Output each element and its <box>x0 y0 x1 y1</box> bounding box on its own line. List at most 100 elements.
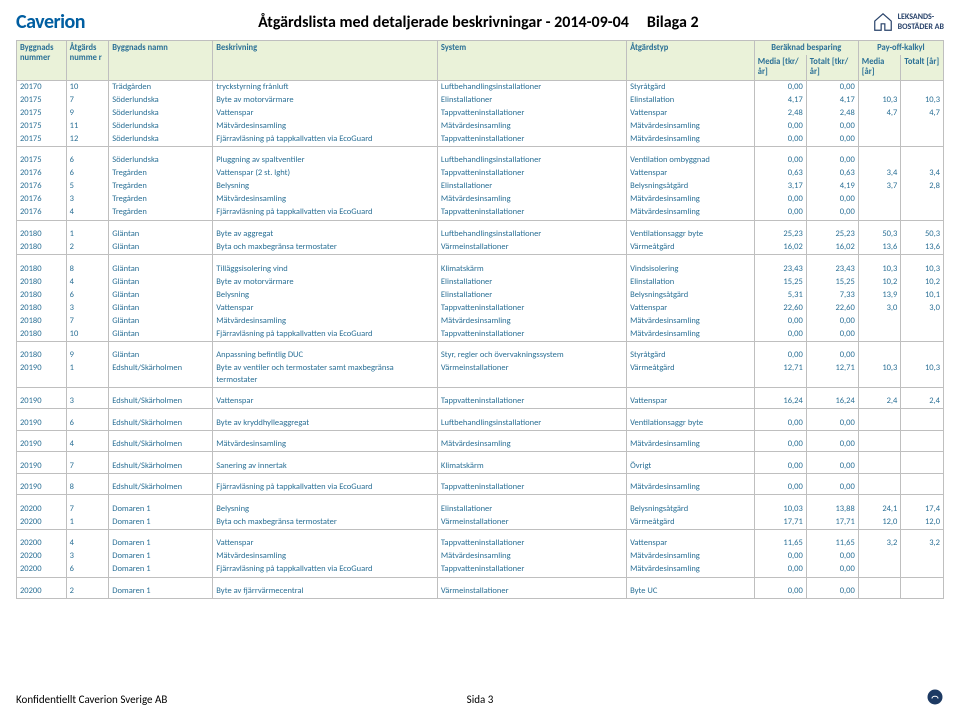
cell <box>858 417 901 431</box>
cell: Mätvärdesinsamling <box>627 481 755 495</box>
cell: Vindsisolering <box>627 263 755 276</box>
table-row: 202002Domaren 1Byte av fjärrvärmecentral… <box>17 585 944 599</box>
cell: 20190 <box>17 481 67 495</box>
cell: 12,71 <box>806 362 858 387</box>
cell: 11,65 <box>806 537 858 550</box>
cell: 3,4 <box>858 167 901 180</box>
cell: Vattenspar <box>627 302 755 315</box>
cell: Anpassning befintlig DUC <box>213 349 438 362</box>
table-row: 202006Domaren 1Fjärravläsning på tappkal… <box>17 563 944 577</box>
cell: 0,00 <box>754 154 806 167</box>
cell: Belysningsåtgärd <box>627 503 755 516</box>
cell: Fjärravläsning på tappkallvatten via Eco… <box>213 563 438 577</box>
cell <box>901 328 944 342</box>
cell: Värmeinstallationer <box>437 516 626 530</box>
cell <box>901 154 944 167</box>
cell: Vattenspar <box>627 107 755 120</box>
cell: Edshult/Skärholmen <box>109 438 213 452</box>
cell: 16,24 <box>754 395 806 409</box>
cell <box>858 585 901 599</box>
cell: 10,3 <box>901 263 944 276</box>
cell: 20200 <box>17 503 67 516</box>
cell: Tappvatteninstallationer <box>437 328 626 342</box>
cell: 4,19 <box>806 180 858 193</box>
cell: 3,4 <box>901 167 944 180</box>
cell: Ventilationsaggr byte <box>627 228 755 241</box>
client-logo-line2: BOSTÄDER AB <box>898 22 944 32</box>
cell: Fjärravläsning på tappkallvatten via Eco… <box>213 206 438 220</box>
cell: 10,03 <box>754 503 806 516</box>
cell: Elinstallation <box>627 94 755 107</box>
cell <box>858 550 901 563</box>
cell: 0,00 <box>754 80 806 94</box>
cell: 20175 <box>17 94 67 107</box>
actions-table: Byggnads nummer Åtgärds numme r Byggnads… <box>16 40 944 599</box>
col-group-besparing: Beräknad besparing <box>754 41 858 56</box>
cell: Vattenspar <box>213 107 438 120</box>
cell: 10,3 <box>858 263 901 276</box>
cell: 0,00 <box>806 133 858 147</box>
cell: 4,7 <box>901 107 944 120</box>
cell: 7 <box>66 94 109 107</box>
cell: 2 <box>66 241 109 255</box>
cell: 1 <box>66 516 109 530</box>
cell: 0,00 <box>806 349 858 362</box>
cell: Styråtgärd <box>627 80 755 94</box>
cell: 0,00 <box>806 481 858 495</box>
cell: Edshult/Skärholmen <box>109 481 213 495</box>
cell: 10,3 <box>901 362 944 387</box>
cell: 20180 <box>17 276 67 289</box>
cell: tryckstyrning frånluft <box>213 80 438 94</box>
cell: Vattenspar <box>213 395 438 409</box>
cell: Edshult/Skärholmen <box>109 395 213 409</box>
cell: 20200 <box>17 537 67 550</box>
cell: Byte UC <box>627 585 755 599</box>
col-group-payoff: Pay-off-kalkyl <box>858 41 943 56</box>
cell: 20176 <box>17 180 67 193</box>
cell <box>901 315 944 328</box>
cell: 16,02 <box>806 241 858 255</box>
client-logo-line1: LEKSANDS- <box>898 12 944 22</box>
cell: 3 <box>66 193 109 206</box>
cell: Elinstallation <box>627 276 755 289</box>
cell: Tappvatteninstallationer <box>437 537 626 550</box>
cell: 0,00 <box>754 120 806 133</box>
table-row: 201803GläntanVattensparTappvatteninstall… <box>17 302 944 315</box>
spacer-row <box>17 387 944 395</box>
table-row: 201765TregårdenBelysningElinstallationer… <box>17 180 944 193</box>
cell: 0,00 <box>754 417 806 431</box>
table-row: 202003Domaren 1MätvärdesinsamlingMätvärd… <box>17 550 944 563</box>
cell: 9 <box>66 349 109 362</box>
cell: Tappvatteninstallationer <box>437 395 626 409</box>
cell: 0,00 <box>806 154 858 167</box>
cell: Mätvärdesinsamling <box>627 550 755 563</box>
col-totalt-tkr: Totalt [tkr/år] <box>806 55 858 80</box>
cell: 0,00 <box>806 193 858 206</box>
cell <box>858 133 901 147</box>
sponsor-logo <box>926 688 944 706</box>
appendix-text: Bilaga 2 <box>647 13 699 32</box>
table-row: 201756SöderlundskaPluggning av spaltvent… <box>17 154 944 167</box>
cell <box>858 80 901 94</box>
cell: 20176 <box>17 206 67 220</box>
cell: Domaren 1 <box>109 550 213 563</box>
cell: 7 <box>66 315 109 328</box>
cell: Värmeinstallationer <box>437 241 626 255</box>
cell: 2,48 <box>806 107 858 120</box>
cell: Vattenspar <box>627 167 755 180</box>
cell: Elinstallationer <box>437 94 626 107</box>
cell: 20180 <box>17 302 67 315</box>
table-row: 201764TregårdenFjärravläsning på tappkal… <box>17 206 944 220</box>
cell: 12,0 <box>901 516 944 530</box>
table-row: 201807GläntanMätvärdesinsamlingMätvärdes… <box>17 315 944 328</box>
cell: 0,00 <box>806 550 858 563</box>
cell: 50,3 <box>858 228 901 241</box>
cell: Tregården <box>109 206 213 220</box>
cell: 20200 <box>17 550 67 563</box>
cell <box>901 120 944 133</box>
cell: 10,2 <box>901 276 944 289</box>
cell: 3,2 <box>858 537 901 550</box>
cell <box>858 563 901 577</box>
spacer-row <box>17 577 944 585</box>
cell: 20180 <box>17 315 67 328</box>
